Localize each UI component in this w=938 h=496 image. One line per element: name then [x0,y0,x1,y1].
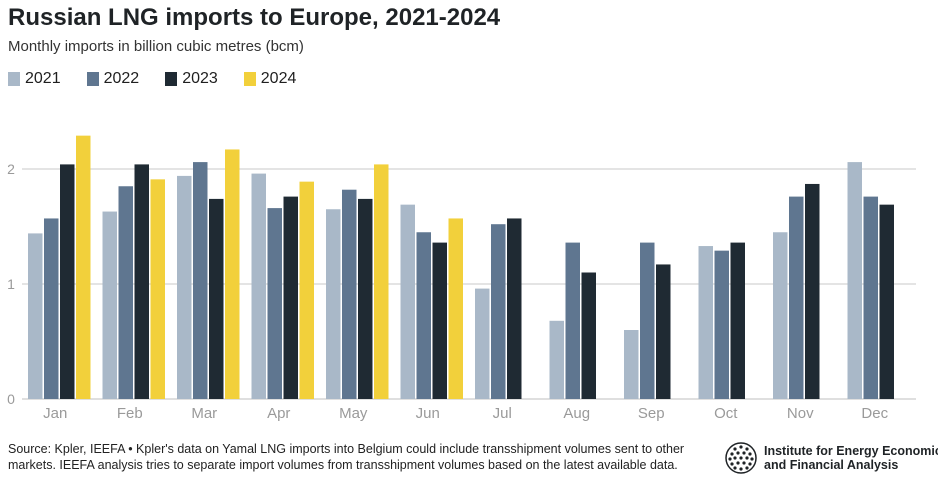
y-tick-label-1: 1 [7,276,15,292]
legend-swatch-2024 [243,72,256,86]
bar-nov-2022 [789,196,804,399]
legend-item-2021: 2021 [8,70,61,88]
bar-aug-2022 [565,242,580,399]
bar-oct-2022 [714,250,729,399]
x-tick-label-dec: Dec [861,405,888,422]
legend-swatch-2021 [8,72,20,86]
bar-mar-2023 [209,198,224,399]
bar-jul-2023 [507,218,522,399]
bar-jul-2021 [475,288,490,399]
bar-mar-2024 [225,149,240,399]
bar-jan-2023 [60,164,75,399]
legend-item-2022: 2022 [86,70,140,88]
bar-apr-2023 [283,196,298,399]
bar-oct-2023 [730,242,745,399]
bar-apr-2024 [299,181,314,399]
x-tick-label-oct: Oct [714,405,738,422]
bar-dec-2021 [847,162,862,399]
bar-jan-2024 [76,135,91,399]
x-tick-label-jan: Jan [43,405,67,422]
bar-nov-2023 [805,183,820,399]
x-tick-label-may: May [339,405,368,422]
bar-jan-2022 [44,218,59,399]
bar-feb-2023 [134,164,149,399]
legend-item-2024: 2024 [243,70,297,88]
bar-sep-2021 [624,330,639,399]
bar-aug-2021 [549,320,564,399]
bar-aug-2023 [581,272,596,399]
y-tick-label-0: 0 [7,391,15,407]
logo-line-2: and Financial Analysis [764,458,899,472]
bar-mar-2021 [177,175,192,399]
legend: 2021 2022 2023 2024 [8,70,296,88]
x-tick-label-nov: Nov [787,405,814,422]
x-tick-label-apr: Apr [267,405,290,422]
bar-dec-2022 [863,196,878,399]
bar-may-2022 [342,189,357,399]
y-tick-label-2: 2 [7,161,15,177]
bar-may-2023 [358,198,373,399]
globe-icon [725,442,757,474]
bar-jun-2021 [400,204,415,399]
legend-swatch-2023 [165,72,178,86]
bar-feb-2024 [150,179,165,399]
x-tick-label-sep: Sep [638,405,665,422]
bar-may-2024 [374,164,389,399]
bar-jan-2021 [28,233,43,399]
bar-jun-2024 [448,218,463,399]
legend-label-2022: 2022 [103,70,140,87]
x-tick-label-feb: Feb [117,405,143,422]
x-tick-label-mar: Mar [191,405,217,422]
source-note: Source: Kpler, IEEFA • Kpler's data on Y… [8,442,685,472]
bar-jul-2022 [491,224,506,399]
bar-sep-2022 [640,242,655,399]
chart-title: Russian LNG imports to Europe, 2021-2024 [8,4,501,31]
x-tick-label-aug: Aug [563,405,590,422]
logo-line-1: Institute for Energy Economics [764,444,938,458]
legend-label-2023: 2023 [182,70,218,87]
bar-nov-2021 [773,232,788,399]
legend-item-2023: 2023 [165,70,218,88]
bar-feb-2022 [118,186,133,399]
bar-jun-2023 [432,242,447,399]
bar-apr-2021 [251,173,266,399]
bar-may-2021 [326,209,341,399]
x-tick-label-jul: Jul [493,405,512,422]
bar-jun-2022 [416,232,431,399]
chart-subtitle: Monthly imports in billion cubic metres … [8,38,304,55]
bar-feb-2021 [102,211,117,399]
legend-swatch-2022 [86,72,99,86]
x-tick-label-jun: Jun [416,405,440,422]
bar-chart: 0 1 2 Jan Feb Mar Apr May Jun Jul Aug Sep Oct Nov Dec [7,135,916,422]
bar-apr-2022 [267,208,282,399]
bar-dec-2023 [879,204,894,399]
legend-label-2024: 2024 [260,70,297,87]
legend-label-2021: 2021 [25,70,61,87]
bar-sep-2023 [656,264,671,399]
bar-mar-2022 [193,162,208,399]
bar-oct-2021 [698,246,713,399]
ieefa-logo: Institute for Energy Economics and Finan… [724,441,938,475]
